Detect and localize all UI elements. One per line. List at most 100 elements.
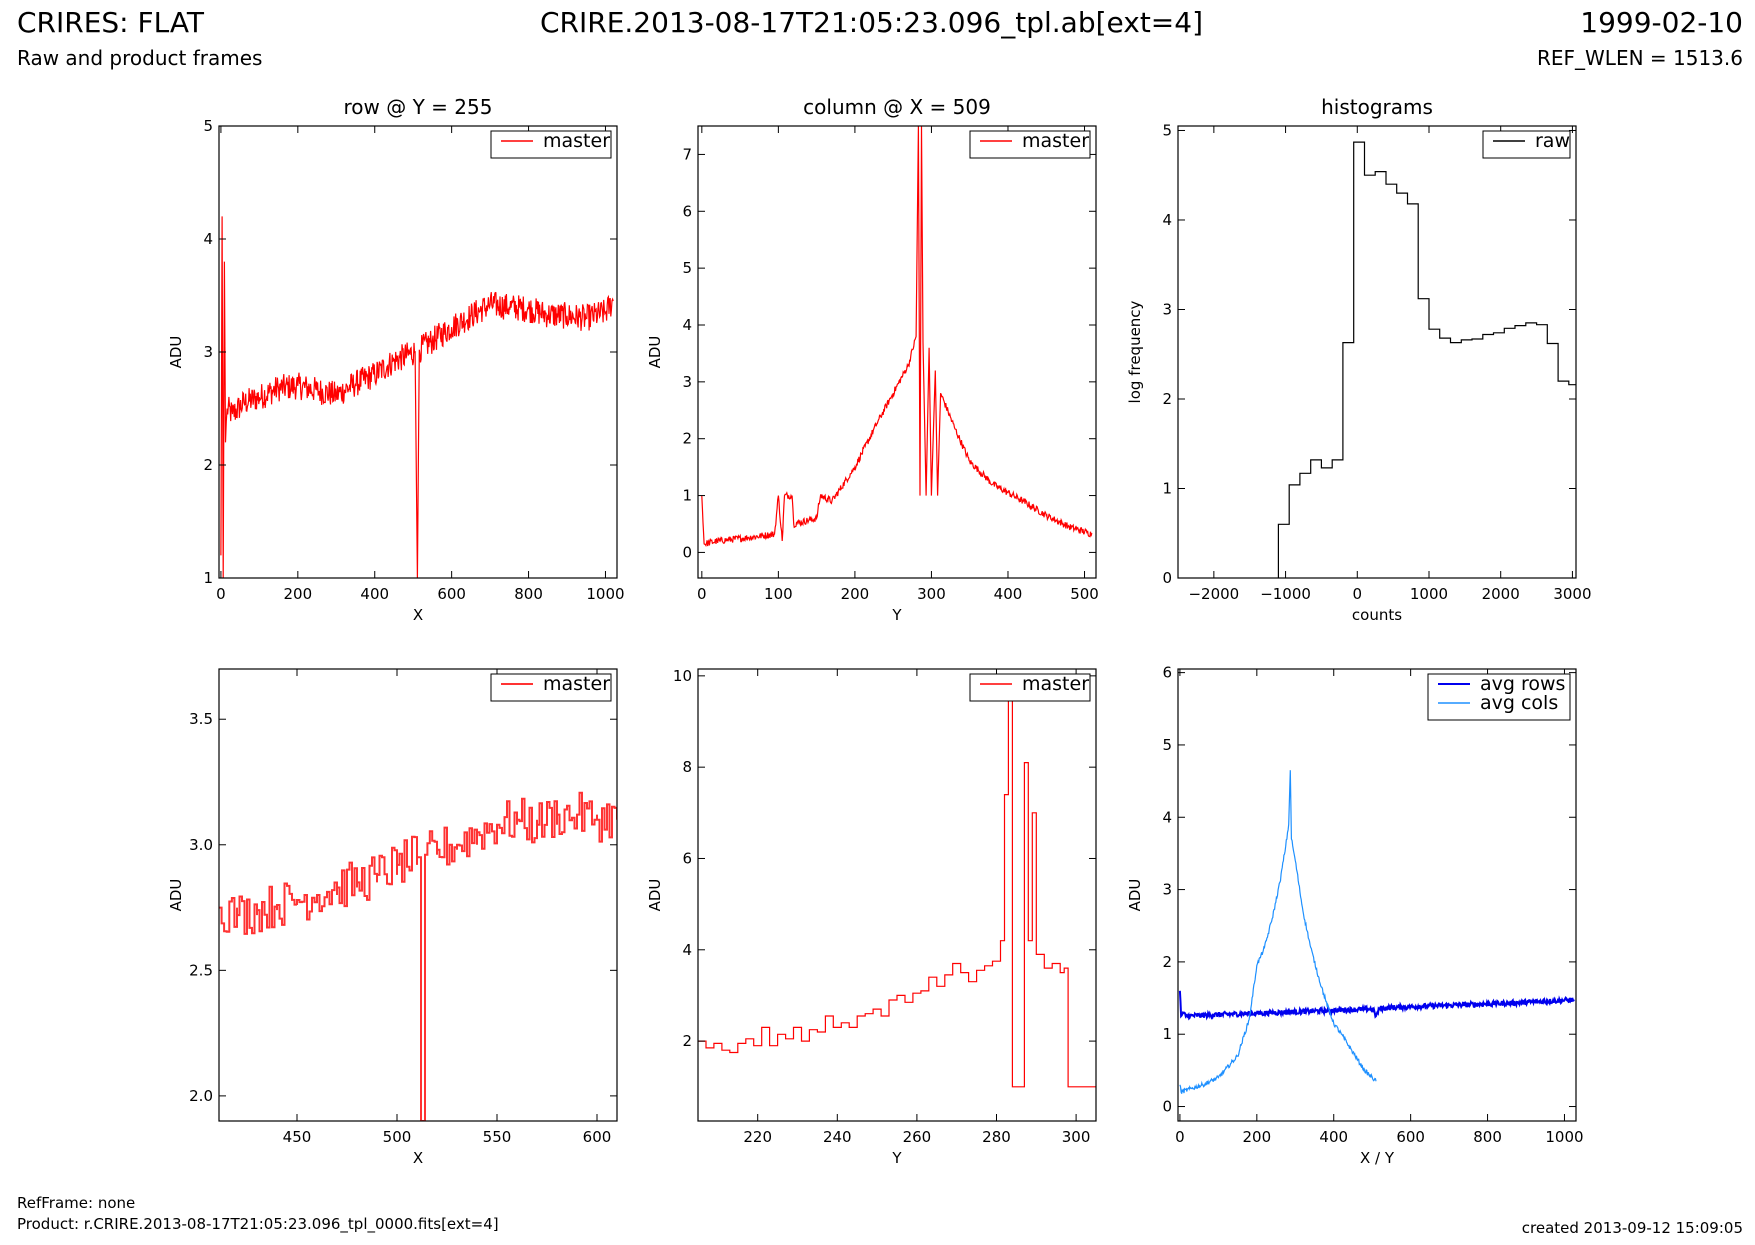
plot-frame — [697, 125, 1097, 579]
chart-title: row @ Y = 255 — [344, 95, 493, 119]
plot-frame — [218, 668, 618, 1122]
legend-label: master — [1022, 673, 1089, 695]
y-tick-label: 2 — [682, 430, 692, 448]
legend: master — [969, 673, 1091, 702]
x-tick-label: 600 — [583, 1128, 612, 1146]
x-tick-label: 0 — [216, 585, 226, 603]
y-tick-label: 1 — [1162, 479, 1172, 497]
x-tick-label: 100 — [764, 585, 793, 603]
x-tick-label: 1000 — [1410, 585, 1448, 603]
x-tick-label: 400 — [1319, 1128, 1348, 1146]
page-subtitle: Raw and product frames — [17, 46, 263, 70]
x-tick-label: 3000 — [1553, 585, 1591, 603]
x-axis-label: Y — [891, 606, 902, 624]
y-tick-label: 8 — [682, 758, 692, 776]
legend-label: master — [1022, 130, 1089, 152]
x-tick-label: 260 — [903, 1128, 932, 1146]
series-line-p6-0 — [1178, 990, 1575, 1021]
y-tick-label: 2 — [1162, 390, 1172, 408]
x-axis-label: X / Y — [1360, 1149, 1395, 1167]
y-tick-label: 6 — [1162, 664, 1172, 682]
chart-title: column @ X = 509 — [803, 95, 991, 119]
legend-box — [1482, 130, 1571, 159]
file-title: CRIRE.2013-08-17T21:05:23.096_tpl.ab[ext… — [540, 6, 1204, 39]
plot-frame — [1177, 668, 1577, 1122]
plot-frame — [697, 668, 1097, 1122]
y-axis-label: log frequency — [1126, 300, 1144, 403]
chart-p1: 0 200 400 600 800 1000 1 2 3 4 5 row @ Y = 255 X ADU m… — [167, 95, 625, 624]
series-line-p3-0 — [1277, 141, 1576, 578]
x-tick-label: 1000 — [586, 585, 624, 603]
x-tick-label: 2000 — [1482, 585, 1520, 603]
footer-ref-frame: RefFrame: none — [17, 1194, 136, 1212]
plot-frame — [1177, 125, 1577, 579]
y-tick-label: 7 — [682, 145, 692, 163]
x-tick-label: 450 — [283, 1128, 312, 1146]
legend-box — [969, 673, 1091, 702]
chart-p5: 220 240 260 280 300 2 4 6 8 10 Y ADU master — [646, 667, 1097, 1167]
chart-p4: 450 500 550 600 2.0 2.5 3.0 3.5 X ADU master — [167, 668, 618, 1167]
legend-label: master — [543, 673, 610, 695]
x-tick-label: 550 — [483, 1128, 512, 1146]
y-tick-label: 10 — [673, 667, 692, 685]
chart-title: histograms — [1321, 95, 1433, 119]
legend-label: master — [543, 130, 610, 152]
y-tick-label: 4 — [203, 230, 213, 248]
y-tick-label: 3 — [682, 373, 692, 391]
x-tick-label: 0 — [1353, 585, 1363, 603]
x-tick-label: 600 — [437, 585, 466, 603]
chart-p3: −2000 −1000 0 1000 2000 3000 0 1 2 3 4 5 histograms c… — [1126, 95, 1592, 624]
legend-label: avg rows — [1480, 673, 1565, 695]
y-tick-label: 4 — [1162, 808, 1172, 826]
y-tick-label: 3 — [1162, 300, 1172, 318]
x-tick-label: 200 — [284, 585, 313, 603]
y-tick-label: 1 — [203, 569, 213, 587]
x-tick-label: 0 — [697, 585, 707, 603]
x-tick-label: 600 — [1396, 1128, 1425, 1146]
x-tick-label: 300 — [1062, 1128, 1091, 1146]
legend: master — [490, 673, 612, 702]
legend: master — [969, 130, 1091, 159]
y-tick-label: 3 — [203, 343, 213, 361]
y-tick-label: 2 — [682, 1032, 692, 1050]
y-tick-label: 5 — [1162, 736, 1172, 754]
date-label: 1999-02-10 — [1580, 6, 1743, 39]
y-tick-label: 1 — [682, 487, 692, 505]
legend: raw — [1482, 130, 1571, 159]
x-axis-label: Y — [891, 1149, 902, 1167]
legend-box — [1427, 673, 1571, 721]
legend: master — [490, 130, 612, 159]
y-tick-label: 0 — [1162, 1098, 1172, 1116]
y-tick-label: 2.0 — [189, 1087, 213, 1105]
x-axis-label: X — [413, 606, 423, 624]
ref-wlen-label: REF_WLEN = 1513.6 — [1536, 46, 1743, 70]
y-tick-label: 2 — [203, 456, 213, 474]
y-axis-label: ADU — [646, 879, 664, 912]
x-tick-label: 200 — [1243, 1128, 1272, 1146]
footer-product: Product: r.CRIRE.2013-08-17T21:05:23.096… — [17, 1215, 499, 1233]
x-tick-label: −1000 — [1260, 585, 1311, 603]
x-axis-label: counts — [1352, 606, 1402, 624]
y-tick-label: 0 — [682, 543, 692, 561]
x-tick-label: −2000 — [1188, 585, 1239, 603]
legend-box — [969, 130, 1091, 159]
x-tick-label: 280 — [982, 1128, 1011, 1146]
series-line-p4-0 — [219, 791, 617, 1121]
y-tick-label: 3.5 — [189, 710, 213, 728]
chart-p6: 0 200 400 600 800 1000 0 1 2 3 4 5 6 X / Y ADU avg rows… — [1126, 664, 1584, 1167]
y-tick-label: 3 — [1162, 881, 1172, 899]
legend-label: avg cols — [1480, 692, 1558, 714]
x-tick-label: 240 — [823, 1128, 852, 1146]
legend-box — [490, 130, 612, 159]
y-tick-label: 5 — [203, 117, 213, 135]
x-tick-label: 1000 — [1545, 1128, 1583, 1146]
chart-p2: 0 100 200 300 400 500 0 1 2 3 4 5 6 7 column @ X = 509… — [646, 95, 1099, 624]
y-tick-label: 2.5 — [189, 961, 213, 979]
y-tick-label: 5 — [1162, 121, 1172, 139]
footer-created: created 2013-09-12 15:09:05 — [1521, 1219, 1743, 1237]
x-tick-label: 400 — [994, 585, 1023, 603]
y-axis-label: ADU — [167, 879, 185, 912]
y-tick-label: 6 — [682, 849, 692, 867]
